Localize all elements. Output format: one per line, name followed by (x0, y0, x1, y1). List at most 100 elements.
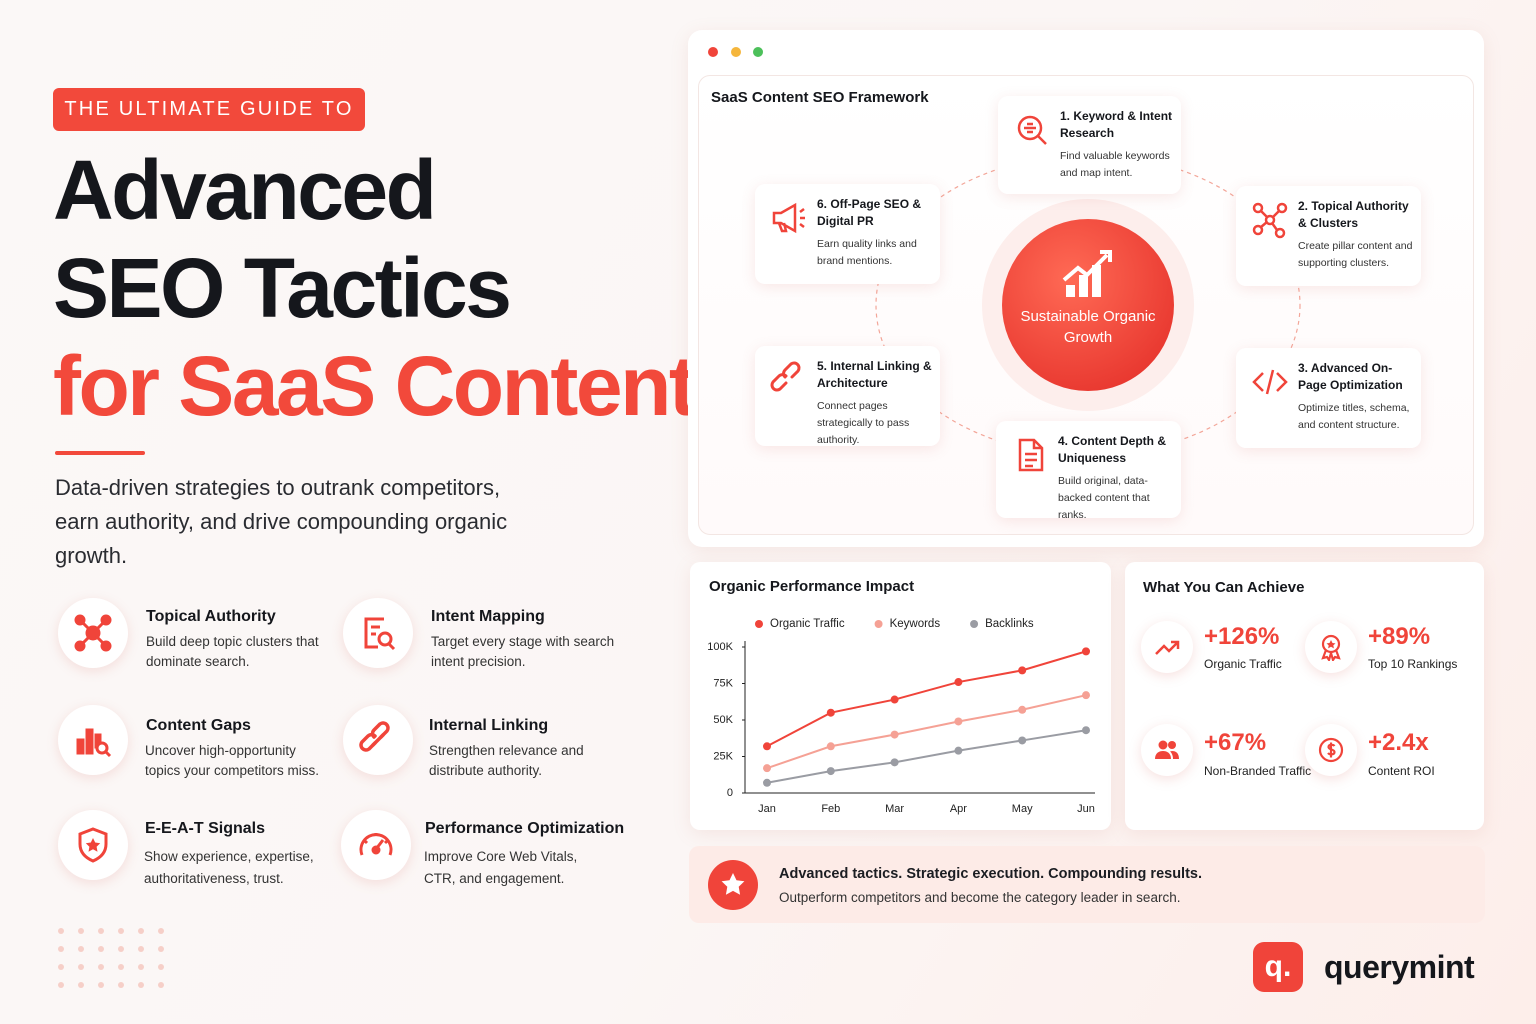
subtitle: Data-driven strategies to outrank compet… (55, 475, 508, 568)
dot (138, 982, 144, 988)
x-tick-label: Jan (758, 803, 776, 815)
dot (78, 982, 84, 988)
tactic-desc: Uncover high-opportunity topics your com… (145, 743, 320, 778)
dot (58, 982, 64, 988)
x-tick-label: Apr (950, 803, 967, 815)
tactic-title: Intent Mapping (431, 608, 545, 625)
icon (1305, 724, 1357, 776)
dot (158, 946, 164, 952)
tactic-title: E-E-A-T Signals (145, 820, 266, 837)
data-point (826, 742, 835, 751)
icon (1141, 621, 1193, 673)
step-desc: Build original, data-backed content that… (1058, 475, 1150, 521)
icon (1305, 621, 1357, 673)
data-point (826, 767, 835, 776)
icon (341, 810, 411, 880)
icon (1141, 724, 1193, 776)
step-title: 4. Content Depth & Uniqueness (1058, 434, 1166, 465)
series-line (766, 729, 1087, 784)
dot (78, 928, 84, 934)
step-title: 1. Keyword & Intent Research (1060, 109, 1173, 140)
icon (1018, 438, 1044, 472)
step-title: 6. Off-Page SEO & Digital PR (817, 197, 922, 228)
y-tick-label: 100K (707, 641, 733, 653)
data-point (890, 695, 899, 704)
step-card: 6. Off-Page SEO & Digital PR Earn quality… (755, 184, 940, 284)
achievement-value: +126% (1204, 623, 1280, 650)
achievement-value: +89% (1368, 623, 1431, 650)
dot (138, 946, 144, 952)
tactic-desc: Target every stage with search intent pr… (431, 634, 615, 669)
data-point (954, 717, 963, 726)
dot-pattern (58, 928, 164, 988)
tactic-desc: Build deep topic clusters that dominate … (146, 634, 319, 669)
y-tick-label: 25K (713, 750, 733, 762)
series-line (766, 650, 1087, 748)
dot (98, 946, 104, 952)
icon (1017, 115, 1047, 145)
dot (98, 928, 104, 934)
brand-name: querymint (1324, 949, 1475, 985)
tactic-desc: Strengthen relevance and distribute auth… (429, 743, 584, 778)
dot (158, 982, 164, 988)
step-desc: Find valuable keywords and map intent. (1060, 150, 1170, 179)
dot (98, 982, 104, 988)
achievement-label: Top 10 Rankings (1368, 657, 1458, 671)
step-card: 5. Internal Linking & Architecture Connec… (755, 346, 940, 446)
step-desc: Optimize titles, schema, and content str… (1298, 402, 1410, 431)
data-point (954, 746, 963, 755)
y-tick-label: 50K (713, 714, 733, 726)
legend-label: Keywords (890, 618, 941, 630)
step-card: 3. Advanced On-Page Optimization Optimize… (1236, 348, 1421, 448)
achievements-card: What You Can Achieve +126% Organic Traff… (1125, 562, 1484, 830)
icon (58, 705, 128, 775)
tactic-desc: Improve Core Web Vitals, CTR, and engage… (424, 849, 578, 886)
dot (78, 964, 84, 970)
data-point (954, 678, 963, 687)
connectors (875, 154, 1301, 456)
step-title: 5. Internal Linking & Architecture (817, 359, 932, 390)
legend-swatch (874, 620, 883, 628)
window-controls (708, 47, 763, 57)
step-desc: Connect pages strategically to pass auth… (817, 400, 910, 446)
step-title: 3. Advanced On-Page Optimization (1298, 361, 1403, 392)
chart: Organic Performance Impact 0 25K 50K 75K 100… (707, 578, 1095, 815)
dot (78, 946, 84, 952)
achievement-label: Content ROI (1368, 764, 1435, 778)
banner-text: Outperform competitors and become the ca… (779, 890, 1181, 905)
step-desc: Create pillar content and supporting clu… (1298, 240, 1413, 269)
achievement-value: +2.4x (1368, 729, 1429, 756)
dot (58, 928, 64, 934)
achievement-label: Organic Traffic (1204, 657, 1282, 671)
eyebrow: THE ULTIMATE GUIDE TO (53, 88, 365, 131)
y-tick-label: 0 (727, 787, 733, 799)
dot (58, 946, 64, 952)
data-point (826, 708, 835, 717)
dot (158, 928, 164, 934)
step-card: 1. Keyword & Intent Research Find valuabl… (998, 96, 1181, 194)
y-tick-label: 75K (713, 677, 733, 689)
icon (58, 810, 128, 880)
icon (343, 598, 413, 668)
data-point (890, 730, 899, 739)
dot (158, 964, 164, 970)
chart-title: Organic Performance Impact (709, 578, 914, 595)
framework-title: SaaS Content SEO Framework (711, 89, 929, 106)
tactic-title: Performance Optimization (425, 820, 625, 837)
data-point (1082, 647, 1090, 656)
dot (118, 946, 124, 952)
title-line: Advanced (53, 143, 437, 237)
x-tick-label: May (1012, 803, 1033, 815)
title-line: for SaaS Content (53, 339, 697, 433)
data-point (1018, 705, 1027, 714)
star-icon (708, 860, 758, 910)
dot (98, 964, 104, 970)
step-desc: Earn quality links and brand mentions. (817, 238, 917, 267)
icon (1252, 202, 1288, 239)
dot (118, 982, 124, 988)
x-tick-label: Feb (821, 803, 840, 815)
dot (118, 964, 124, 970)
dot (118, 928, 124, 934)
legend-swatch (970, 620, 979, 628)
divider (55, 451, 145, 455)
